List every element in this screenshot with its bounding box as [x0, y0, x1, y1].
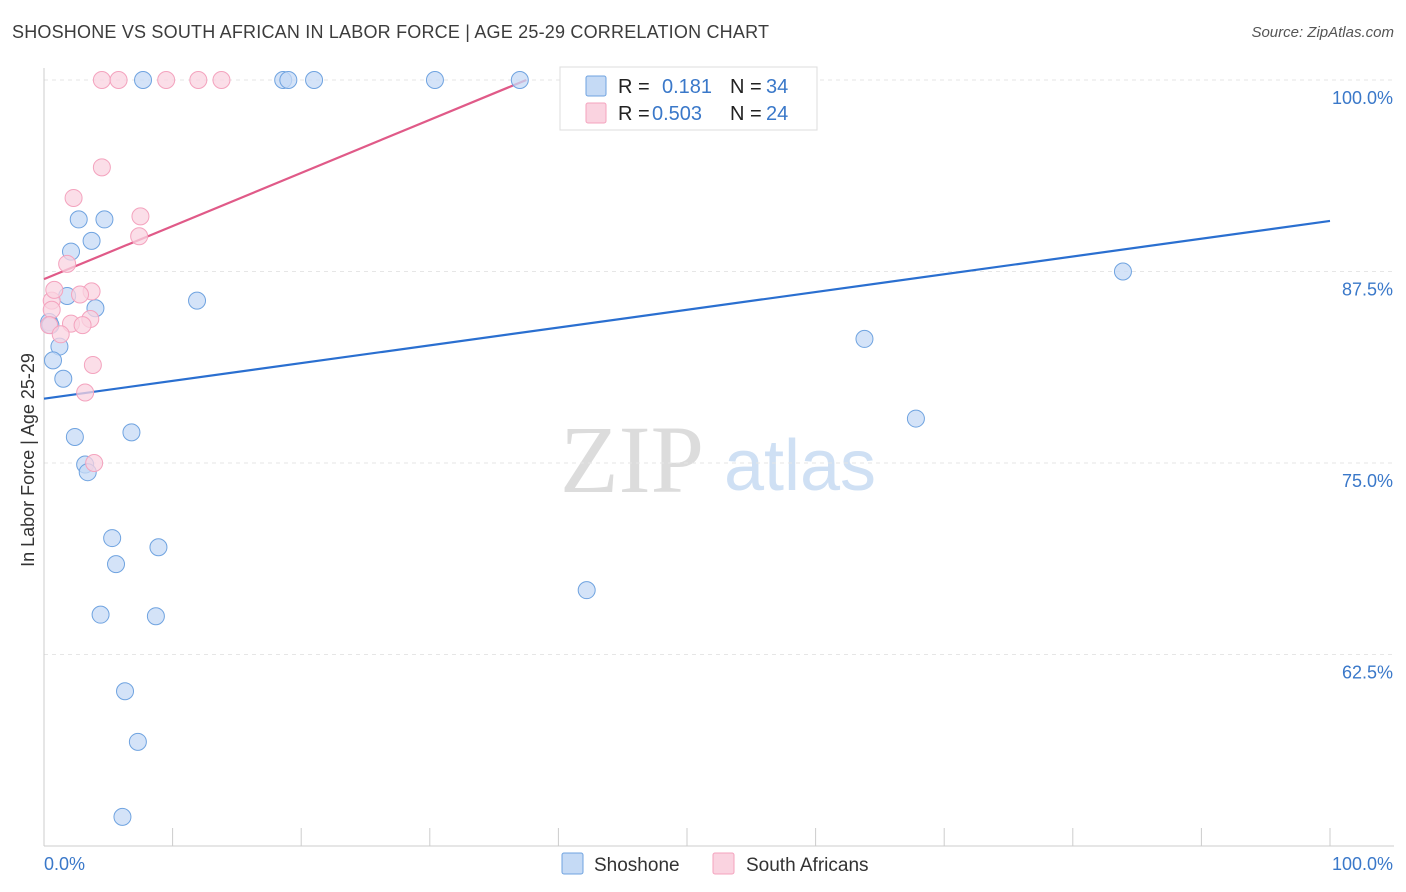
watermark-atlas: atlas — [724, 426, 876, 506]
bottom-legend-label-south-africans: South Africans — [746, 855, 869, 876]
point-south-africans-3 — [189, 71, 208, 89]
point-shoshone-28 — [113, 807, 132, 826]
point-shoshone-12 — [188, 291, 207, 310]
legend-swatch-shoshone — [585, 75, 607, 97]
point-shoshone-3 — [305, 71, 324, 89]
source-label: Source: ZipAtlas.com — [1251, 24, 1394, 41]
point-shoshone-31 — [577, 581, 596, 600]
y-axis-label: In Labor Force | Age 25-29 — [18, 353, 38, 567]
point-south-africans-19 — [51, 325, 70, 344]
trend-line-shoshone — [43, 219, 1331, 400]
point-south-africans-22 — [85, 454, 104, 472]
legend-n-label-south-africans: N = — [730, 103, 762, 125]
point-shoshone-23 — [149, 538, 168, 557]
point-south-africans-4 — [212, 71, 231, 89]
gridlines — [44, 79, 1394, 655]
point-shoshone-30 — [906, 409, 925, 428]
point-south-africans-9 — [130, 227, 149, 246]
point-shoshone-18 — [122, 423, 141, 442]
point-shoshone-32 — [1113, 262, 1132, 281]
point-shoshone-4 — [425, 71, 444, 89]
point-south-africans-10 — [58, 254, 77, 273]
y-tick-label-0: 100.0% — [1332, 88, 1393, 108]
point-shoshone-8 — [82, 231, 101, 250]
legend-r-value-shoshone: 0.181 — [662, 76, 712, 98]
y-tick-labels: 100.0% 87.5% 75.0% 62.5% — [1332, 88, 1393, 683]
point-south-africans-21 — [76, 383, 95, 402]
chart-title: SHOSHONE VS SOUTH AFRICAN IN LABOR FORCE… — [12, 22, 770, 42]
bottom-legend-swatch-south-africans — [712, 852, 735, 875]
legend-n-value-shoshone: 34 — [766, 76, 788, 98]
point-shoshone-27 — [128, 732, 147, 751]
point-shoshone-21 — [103, 529, 122, 548]
point-south-africans-6 — [92, 158, 111, 177]
y-tick-label-3: 62.5% — [1342, 663, 1393, 683]
x-tick-label-right: 100.0% — [1332, 854, 1393, 874]
legend-r-label-south-africans: R = — [618, 103, 650, 125]
y-tick-label-1: 87.5% — [1342, 280, 1393, 300]
bottom-legend: Shoshone South Africans — [561, 852, 869, 876]
x-tick-label-left: 0.0% — [44, 854, 85, 874]
legend-n-value-south-africans: 24 — [766, 103, 788, 125]
point-shoshone-25 — [146, 607, 165, 626]
point-shoshone-22 — [107, 555, 126, 574]
trend-lines — [43, 78, 1331, 400]
point-shoshone-2 — [279, 71, 298, 89]
point-shoshone-24 — [91, 605, 110, 624]
point-south-africans-1 — [109, 71, 128, 89]
point-south-africans-8 — [131, 207, 150, 226]
point-shoshone-17 — [65, 427, 84, 446]
data-points — [40, 71, 1132, 826]
y-tick-label-2: 75.0% — [1342, 471, 1393, 491]
point-south-africans-0 — [92, 71, 111, 89]
point-south-africans-20 — [83, 355, 102, 374]
point-shoshone-15 — [44, 351, 63, 370]
point-shoshone-26 — [116, 682, 135, 701]
point-south-africans-17 — [73, 316, 92, 335]
point-south-africans-14 — [42, 300, 61, 319]
point-shoshone-6 — [69, 210, 88, 229]
legend-swatch-south-africans — [585, 102, 607, 124]
legend-n-label-shoshone: N = — [730, 76, 762, 98]
point-shoshone-16 — [54, 369, 73, 388]
bottom-legend-label-shoshone: Shoshone — [594, 855, 680, 876]
x-axis-ticks — [43, 828, 1331, 846]
point-south-africans-23 — [45, 280, 64, 299]
legend-r-label-shoshone: R = — [618, 76, 650, 98]
watermark-zip: ZIP — [560, 406, 704, 513]
bottom-legend-swatch-shoshone — [561, 852, 584, 875]
watermark: ZIP atlas — [560, 406, 876, 513]
legend-r-value-south-africans: 0.503 — [652, 103, 702, 125]
point-south-africans-12 — [71, 285, 90, 304]
point-south-africans-7 — [64, 188, 83, 207]
point-south-africans-2 — [157, 71, 176, 89]
point-shoshone-7 — [95, 210, 114, 229]
point-shoshone-29 — [855, 329, 874, 348]
point-shoshone-5 — [510, 71, 529, 89]
correlation-legend: R = 0.181 N = 34 R = 0.503 N = 24 — [559, 66, 818, 131]
trend-line-south-africans — [43, 78, 527, 281]
point-shoshone-0 — [134, 71, 153, 89]
